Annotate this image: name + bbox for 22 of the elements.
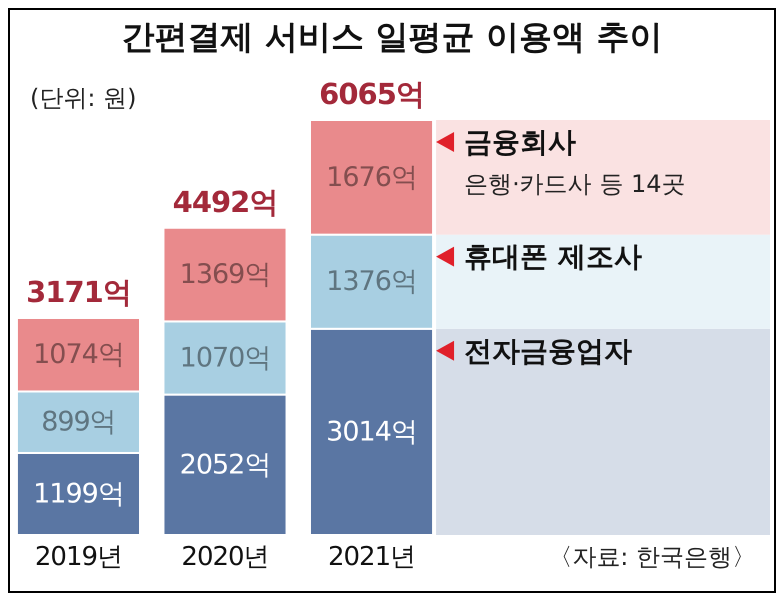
data-label: 2052억 — [180, 449, 270, 480]
data-label: 1676억 — [326, 162, 417, 193]
total-label: 3171억 — [26, 274, 131, 309]
series-label: 휴대폰 제조사 — [464, 240, 642, 274]
data-label: 1074억 — [33, 339, 124, 370]
data-label: 1376억 — [326, 266, 417, 298]
series-label: 금융회사 — [464, 126, 576, 158]
x-tick-label: 2019년 — [34, 542, 122, 572]
series-label: 전자금융업자 — [464, 334, 632, 368]
data-label: 1070억 — [180, 342, 270, 374]
text: 〈자료: 한국은행〉 — [548, 543, 756, 571]
data-label: 3014억 — [326, 416, 417, 448]
x-tick-label: 2021년 — [328, 542, 416, 572]
data-label: 899억 — [41, 406, 116, 438]
total-label: 4492억 — [172, 184, 278, 219]
text: 은행·카드사 등 14곳 — [464, 170, 686, 198]
text: (단위: 원) — [30, 84, 136, 112]
total-label: 6065억 — [319, 77, 424, 111]
data-label: 1199억 — [33, 478, 124, 510]
chart-title: 간편결제 서비스 일평균 이용액 추이 — [122, 17, 662, 56]
x-tick-label: 2020년 — [181, 542, 269, 572]
data-label: 1369억 — [180, 259, 270, 290]
